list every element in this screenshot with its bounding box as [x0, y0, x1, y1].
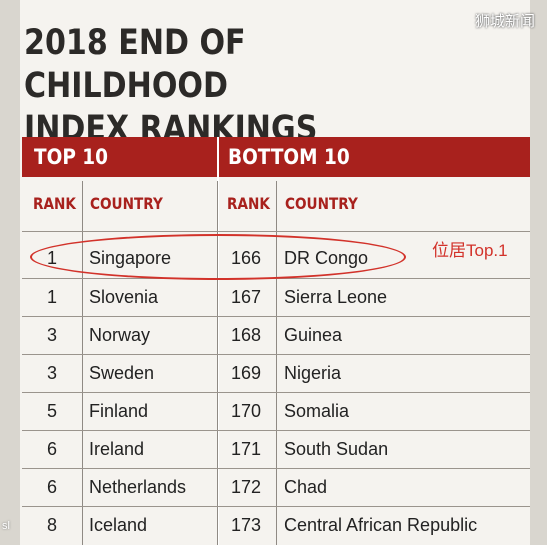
country-cell-bottom: Central African Republic	[284, 515, 478, 535]
watermark-logo: 狮城新闻	[474, 13, 535, 30]
rank-column-header-bottom: RANK	[227, 194, 270, 213]
row-divider	[22, 506, 530, 507]
watermark-fragment: sl	[2, 520, 10, 532]
rank-cell-bottom: 170	[230, 401, 262, 421]
row-divider	[22, 231, 530, 232]
country-cell-bottom: South Sudan	[284, 439, 389, 459]
rank-cell: 1	[46, 287, 57, 307]
country-cell: Sweden	[89, 363, 155, 383]
rank-cell: 5	[46, 401, 57, 421]
table-row: 1 Slovenia 167 Sierra Leone	[22, 278, 530, 316]
country-cell: Norway	[89, 325, 151, 345]
column-divider	[82, 181, 83, 545]
column-divider	[217, 137, 219, 545]
country-cell: Slovenia	[89, 287, 159, 307]
rank-cell-bottom: 172	[230, 477, 262, 497]
bottom-10-header: BOTTOM 10	[228, 145, 350, 169]
annotation-text: 位居Top.1	[432, 241, 508, 260]
country-cell-bottom: Nigeria	[284, 363, 342, 383]
title-line-1: 2018 END OF CHILDHOOD	[24, 23, 246, 106]
table-row: 5 Finland 170 Somalia	[22, 392, 530, 430]
rank-cell-bottom: 168	[230, 325, 262, 345]
country-cell-bottom: Sierra Leone	[284, 287, 388, 307]
country-cell: Netherlands	[89, 477, 187, 497]
rank-column-header: RANK	[33, 194, 76, 213]
rank-cell-bottom: 173	[230, 515, 262, 535]
country-cell-bottom: Chad	[284, 477, 328, 497]
rank-cell: 6	[46, 477, 57, 497]
column-divider	[276, 181, 277, 545]
rank-cell: 3	[46, 363, 57, 383]
table-row: 6 Ireland 171 South Sudan	[22, 430, 530, 468]
country-cell: Finland	[89, 401, 149, 421]
country-cell-bottom: Guinea	[284, 325, 343, 345]
row-divider	[22, 392, 530, 393]
rank-cell-bottom: 167	[230, 287, 262, 307]
highlight-oval	[30, 234, 406, 280]
row-divider	[22, 316, 530, 317]
country-cell: Iceland	[89, 515, 148, 535]
row-divider	[22, 354, 530, 355]
page-title: 2018 END OF CHILDHOOD INDEX RANKINGS	[24, 22, 402, 151]
country-column-header: COUNTRY	[90, 194, 163, 213]
column-divider	[217, 181, 218, 545]
country-column-header-bottom: COUNTRY	[285, 194, 358, 213]
rank-cell-bottom: 171	[230, 439, 262, 459]
row-divider	[22, 430, 530, 431]
table-header-band: TOP 10 BOTTOM 10	[22, 137, 530, 177]
country-cell-bottom: Somalia	[284, 401, 350, 421]
table-row: 6 Netherlands 172 Chad	[22, 468, 530, 506]
rank-cell: 8	[46, 515, 57, 535]
rank-cell: 3	[46, 325, 57, 345]
row-divider	[22, 468, 530, 469]
table-row: 3 Norway 168 Guinea	[22, 316, 530, 354]
table-row: 8 Iceland 173 Central African Republic	[22, 506, 530, 544]
country-cell: Ireland	[89, 439, 145, 459]
rank-cell-bottom: 169	[230, 363, 262, 383]
table-row: 3 Sweden 169 Nigeria	[22, 354, 530, 392]
top-10-header: TOP 10	[34, 145, 109, 169]
rank-cell: 6	[46, 439, 57, 459]
